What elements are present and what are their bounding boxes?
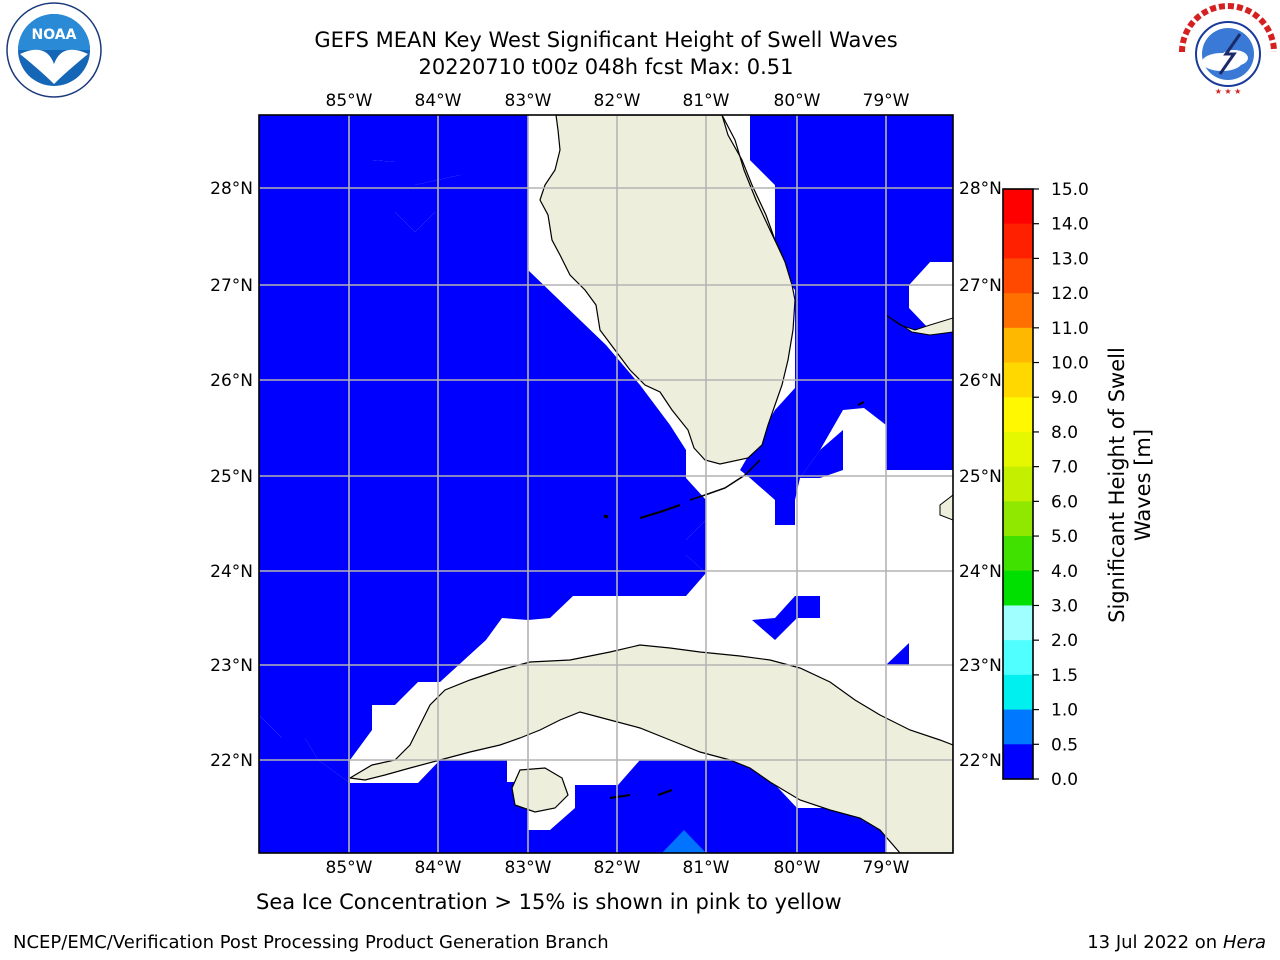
colorbar-segment — [1003, 431, 1033, 468]
lon-label-bottom: 84°W — [415, 858, 462, 878]
wave-patches — [259, 115, 953, 853]
colorbar-segment — [1003, 605, 1033, 641]
lat-label-right: 22°N — [959, 751, 1002, 771]
colorbar-frame — [1002, 188, 1034, 780]
isle-of-youth — [511, 767, 569, 813]
lat-label-left: 28°N — [210, 179, 253, 199]
colorbar-segment — [1003, 362, 1033, 398]
noaa-logo-icon: NOAA — [6, 2, 102, 98]
colorbar-tick-label: 2.0 — [1051, 631, 1078, 651]
colorbar-segment — [1003, 744, 1033, 780]
colorbar-tick-label: 10.0 — [1051, 354, 1089, 374]
colorbar-tick-label: 11.0 — [1051, 319, 1089, 339]
colorbar-tick-label: 1.5 — [1051, 666, 1078, 686]
noaa-logo-text: NOAA — [32, 27, 77, 43]
colorbar-segment — [1003, 258, 1033, 294]
lat-lon-grid — [259, 115, 953, 853]
florida-keys — [689, 459, 761, 501]
lat-label-right: 27°N — [959, 276, 1002, 296]
colorbar-segment — [1003, 640, 1033, 676]
colorbar-tick-label: 4.0 — [1051, 562, 1078, 582]
colorbar-tick-label: 9.0 — [1051, 388, 1078, 408]
lat-label-left: 27°N — [210, 276, 253, 296]
lat-label-right: 24°N — [959, 562, 1002, 582]
footer-date: 13 Jul 2022 on Hera — [1087, 932, 1266, 953]
lon-label-top: 79°W — [863, 91, 910, 111]
lon-label-bottom: 80°W — [774, 858, 821, 878]
colorbar-segment — [1003, 501, 1033, 537]
nws-logo-icon: ★ ★ ★ — [1179, 3, 1277, 100]
lon-label-top: 82°W — [594, 91, 641, 111]
footer-date-text: 13 Jul 2022 on — [1087, 932, 1223, 953]
lat-label-right: 23°N — [959, 656, 1002, 676]
colorbar-tick-label: 0.0 — [1051, 770, 1078, 790]
map-frame — [258, 114, 954, 854]
lat-label-right: 25°N — [959, 467, 1002, 487]
lon-label-top: 85°W — [326, 91, 373, 111]
lat-label-left: 26°N — [210, 371, 253, 391]
colorbar-segment — [1003, 293, 1033, 329]
lon-label-bottom: 83°W — [505, 858, 552, 878]
colorbar-segment — [1003, 536, 1033, 572]
colorbar-tick-label: 1.0 — [1051, 701, 1078, 721]
lon-label-bottom: 81°W — [683, 858, 730, 878]
colorbar-label-line1: Significant Height of Swell — [1105, 347, 1129, 623]
lat-label-right: 26°N — [959, 371, 1002, 391]
lat-label-left: 22°N — [210, 751, 253, 771]
cuba-landmass — [348, 644, 953, 853]
lon-label-top: 84°W — [415, 91, 462, 111]
lon-label-top: 80°W — [774, 91, 821, 111]
colorbar-tick-label: 15.0 — [1051, 180, 1089, 200]
lon-label-top: 83°W — [505, 91, 552, 111]
colorbar-segment — [1003, 466, 1033, 502]
lon-label-top: 81°W — [683, 91, 730, 111]
colorbar-tick-label: 0.5 — [1051, 735, 1078, 755]
lon-label-bottom: 79°W — [863, 858, 910, 878]
colorbar: 15.0 14.0 13.0 12.0 11.0 10.0 9.0 8.0 7.0 6.0 5.0 4… — [1002, 180, 1089, 790]
colorbar-tick-label: 13.0 — [1051, 249, 1089, 269]
colorbar-segment — [1003, 709, 1033, 745]
colorbar-tick-label: 8.0 — [1051, 423, 1078, 443]
lat-label-left: 24°N — [210, 562, 253, 582]
footer-credit: NCEP/EMC/Verification Post Processing Pr… — [13, 932, 609, 953]
map-title: GEFS MEAN Key West Significant Height of… — [314, 28, 898, 52]
higher-swell-cell — [662, 830, 706, 853]
lon-label-bottom: 85°W — [326, 858, 373, 878]
footer-host: Hera — [1222, 932, 1266, 953]
colorbar-tick-label: 12.0 — [1051, 284, 1089, 304]
forecast-subtitle: 20220710 t00z 048h fcst Max: 0.51 — [418, 55, 794, 79]
lat-label-left: 23°N — [210, 656, 253, 676]
colorbar-segment — [1003, 674, 1033, 711]
colorbar-tick-label: 5.0 — [1051, 527, 1078, 547]
colorbar-segment — [1003, 397, 1033, 433]
colorbar-tick-label: 7.0 — [1051, 458, 1078, 478]
colorbar-segment — [1003, 327, 1033, 364]
lon-label-bottom: 82°W — [594, 858, 641, 878]
colorbar-segment — [1003, 189, 1033, 225]
lat-label-right: 28°N — [959, 179, 1002, 199]
sea-ice-note: Sea Ice Concentration > 15% is shown in … — [256, 890, 842, 914]
colorbar-tick-label: 14.0 — [1051, 215, 1089, 235]
lat-label-left: 25°N — [210, 467, 253, 487]
svg-text:★ ★ ★: ★ ★ ★ — [1215, 87, 1242, 96]
colorbar-tick-label: 3.0 — [1051, 596, 1078, 616]
colorbar-segment — [1003, 223, 1033, 259]
colorbar-label-line2: Waves [m] — [1131, 429, 1155, 541]
colorbar-segment — [1003, 570, 1033, 606]
colorbar-tick-label: 6.0 — [1051, 492, 1078, 512]
